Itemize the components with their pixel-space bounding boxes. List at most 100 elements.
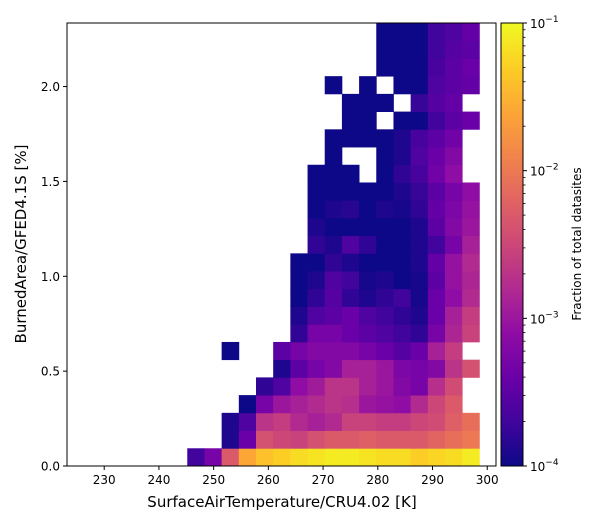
heatmap-cell	[410, 324, 429, 343]
heatmap-cell	[376, 23, 394, 42]
heatmap-cell	[359, 182, 377, 201]
heatmap-cell	[427, 111, 446, 130]
heatmap-cell	[273, 395, 291, 414]
heatmap-cell	[341, 253, 360, 272]
heatmap-cell	[445, 23, 463, 42]
heatmap-cell	[359, 129, 377, 148]
heatmap-cell	[393, 235, 412, 254]
heatmap-cell	[341, 341, 360, 361]
y-tick-label: 1.0	[41, 270, 60, 284]
heatmap-cell	[462, 111, 480, 130]
heatmap-cell	[393, 182, 412, 201]
heatmap-cell	[445, 288, 463, 307]
heatmap-cell	[324, 341, 343, 361]
y-tick-label: 2.0	[41, 80, 60, 94]
heatmap-cell	[427, 129, 446, 148]
heatmap-cell	[462, 306, 480, 325]
heatmap-cell	[462, 288, 480, 307]
heatmap-cell	[376, 324, 394, 343]
heatmap-cell	[359, 341, 377, 361]
heatmap-cell	[359, 412, 377, 431]
heatmap-cell	[376, 182, 394, 201]
heatmap-cell	[393, 111, 412, 130]
heatmap-cell	[359, 76, 377, 95]
heatmap-cell	[427, 76, 446, 95]
x-axis-label: SurfaceAirTemperature/CRU4.02 [K]	[147, 493, 416, 511]
heatmap-cell	[290, 377, 308, 396]
heatmap-cell	[324, 448, 343, 467]
heatmap-cell	[445, 341, 463, 361]
heatmap-cell	[427, 448, 446, 467]
heatmap-cell	[445, 129, 463, 148]
heatmap-cell	[307, 288, 326, 307]
heatmap-cell	[324, 430, 343, 449]
heatmap-cell	[427, 40, 446, 59]
heatmap-cell	[307, 448, 326, 467]
x-axis-ticks: 230 240 250 260 270 280 290 300	[93, 466, 499, 487]
heatmap-cell	[393, 430, 412, 449]
heatmap-cell	[410, 76, 429, 95]
heatmap-cell	[410, 377, 429, 396]
heatmap-cell	[445, 324, 463, 343]
heatmap-cell	[324, 129, 343, 148]
heatmap-cell	[341, 324, 360, 343]
heatmap-cell	[462, 58, 480, 77]
heatmap-cell	[341, 235, 360, 254]
heatmap-cell	[359, 235, 377, 254]
heatmap-cell	[393, 359, 412, 378]
heatmap-cell	[393, 412, 412, 431]
y-tick-label: 0.5	[41, 365, 60, 379]
heatmap-cell	[341, 200, 360, 219]
heatmap-cell	[393, 288, 412, 307]
heatmap-cell	[445, 76, 463, 95]
heatmap-cell	[290, 395, 308, 414]
heatmap-cell	[256, 412, 274, 431]
heatmap-cell	[324, 288, 343, 307]
heatmap-cell	[238, 395, 257, 414]
heatmap-cell	[427, 182, 446, 201]
heatmap-cell	[359, 200, 377, 219]
heatmap-cell	[410, 412, 429, 431]
heatmap-cell	[410, 129, 429, 148]
heatmap-cell	[290, 341, 308, 361]
heatmap-cell	[307, 324, 326, 343]
x-tick-label: 230	[93, 473, 116, 487]
heatmap-cell	[376, 359, 394, 378]
heatmap-cell	[376, 58, 394, 77]
heatmap-cell	[462, 200, 480, 219]
heatmap-cell	[290, 430, 308, 449]
heatmap-cell	[445, 58, 463, 77]
heatmap-cell	[445, 412, 463, 431]
heatmap-cell	[462, 448, 480, 467]
heatmap-cell	[427, 324, 446, 343]
x-tick-label: 290	[421, 473, 444, 487]
heatmap-cell	[410, 359, 429, 378]
heatmap-cell	[290, 253, 308, 272]
heatmap-cell	[393, 58, 412, 77]
heatmap-cell	[393, 147, 412, 166]
heatmap-cell	[376, 40, 394, 59]
heatmap-cell	[376, 288, 394, 307]
heatmap-cell	[462, 235, 480, 254]
heatmap-cell	[410, 23, 429, 42]
x-tick-label: 250	[202, 473, 225, 487]
heatmap-cell	[187, 448, 205, 467]
heatmap-cell	[238, 430, 257, 449]
heatmap-cell	[341, 395, 360, 414]
heatmap-cell	[341, 129, 360, 148]
heatmap-cell	[445, 111, 463, 130]
heatmap-cell	[427, 412, 446, 431]
heatmap-cell	[324, 306, 343, 325]
heatmap-cell	[462, 430, 480, 449]
heatmap-cell	[376, 430, 394, 449]
heatmap-cell	[393, 306, 412, 325]
heatmap-cell	[324, 253, 343, 272]
heatmap-cell	[307, 235, 326, 254]
heatmap-cell	[324, 217, 343, 237]
heatmap-cell	[341, 359, 360, 378]
heatmap-cell	[376, 271, 394, 290]
heatmap-cell	[376, 235, 394, 254]
heatmap-cell	[427, 430, 446, 449]
heatmap-cell	[462, 40, 480, 59]
